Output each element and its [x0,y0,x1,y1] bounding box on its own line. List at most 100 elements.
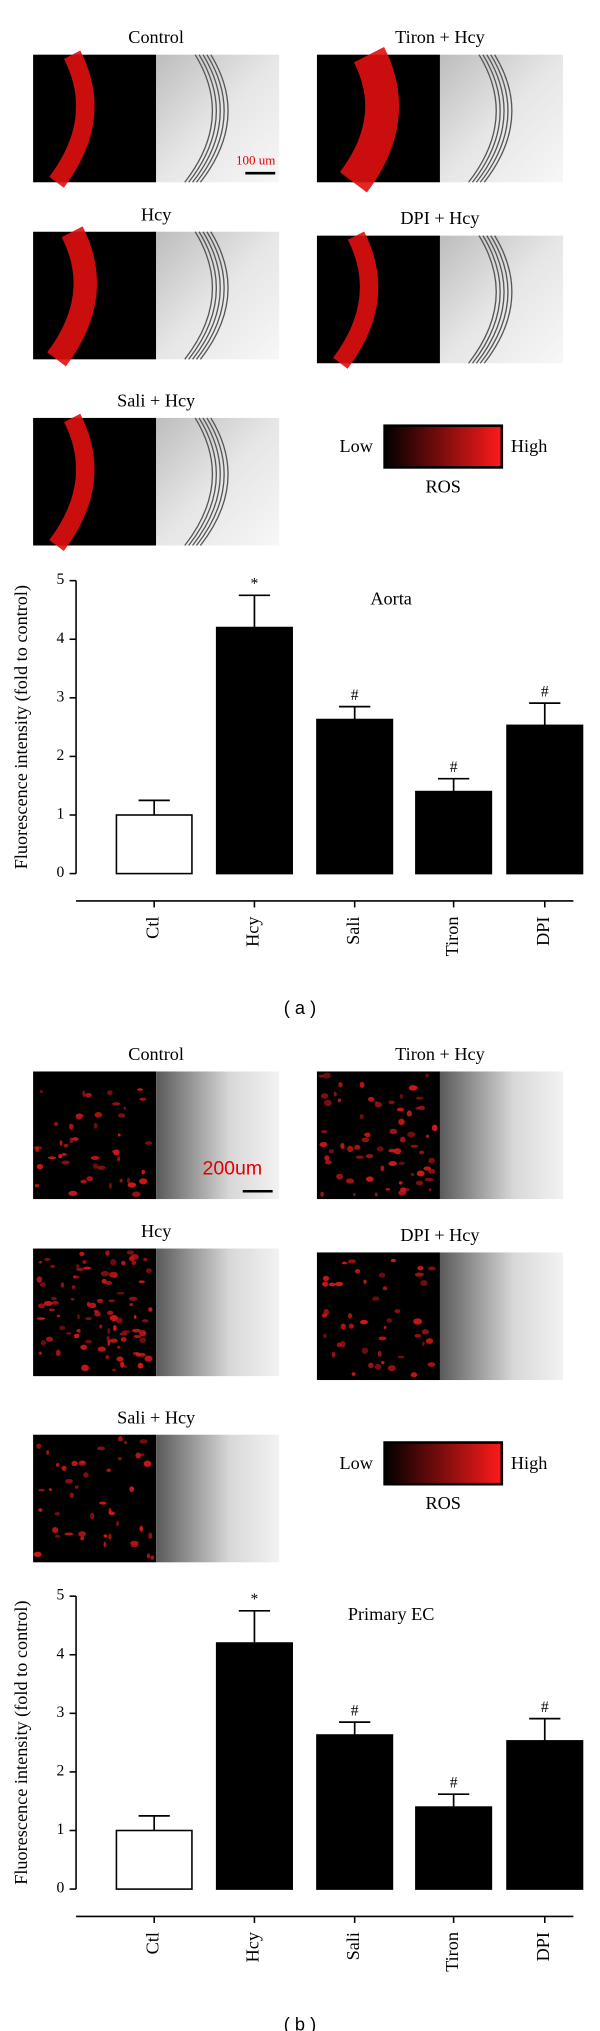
cell-speckle [363,1279,367,1284]
cell-speckle [398,1118,405,1126]
cell-speckle [324,1160,332,1165]
cell-speckle [78,1460,87,1466]
vessel-outline [192,231,221,360]
x-tick-label: DPI [533,917,553,946]
cell-speckle [97,1446,106,1451]
cell-speckle [324,1155,330,1161]
cell-speckle [381,1360,385,1365]
cell-speckle [117,1456,122,1461]
cell-speckle [359,1081,365,1088]
cell-speckle [417,1266,424,1271]
fluorescence-image [33,1071,157,1200]
cell-speckle [146,1553,151,1559]
y-tick-label: 2 [57,747,65,764]
image-label: Tiron + Hcy [395,1044,485,1064]
cell-speckle [72,1285,76,1290]
bar [415,1806,493,1890]
cell-speckle [318,1074,324,1078]
vessel-wall [332,231,379,369]
vessel-outline [199,417,229,546]
cell-speckle [390,1258,397,1263]
significance-mark: # [541,683,549,700]
color-bar-high: High [511,1453,547,1473]
micrograph [316,46,563,193]
cell-speckle [145,1268,152,1274]
cell-speckle [109,1338,118,1343]
vessel-outline [188,54,217,183]
significance-mark: * [251,575,259,592]
scale-bar-label: 100 um [236,152,275,167]
cell-speckle [396,1107,405,1112]
cell-speckle [400,1136,406,1143]
cell-speckle [52,1526,59,1534]
image-label: Sali + Hcy [117,1407,196,1427]
cell-speckle [54,1511,61,1516]
vessel-outline [195,231,225,360]
cell-speckle [354,1268,361,1274]
cell-speckle [323,1099,332,1107]
cell-speckle [416,1096,424,1100]
y-tick-label: 1 [57,1821,65,1838]
cell-speckle [131,1328,141,1333]
cell-speckle [141,1319,149,1323]
significance-mark: # [351,687,359,704]
cell-speckle [64,1532,74,1536]
micrograph [33,50,280,188]
cell-speckle [409,1085,418,1091]
cell-speckle [341,1261,348,1265]
cell-speckle [39,1090,43,1094]
cell-speckle [99,1324,103,1329]
cell-speckle [139,1330,147,1337]
color-bar [383,1441,504,1486]
cell-speckle [75,1113,83,1120]
cell-speckle [361,1347,369,1354]
cell-speckle [365,1176,374,1182]
cell-speckle [139,1439,148,1444]
brightfield-image [439,54,563,183]
cell-speckle [355,1155,364,1159]
vessel-outline [192,54,221,183]
cell-speckle [113,1275,117,1278]
cell-speckle [414,1272,424,1277]
cell-speckle [410,1144,419,1148]
cell-speckle [116,1291,125,1295]
cell-speckle [421,1329,429,1335]
cell-speckle [121,1260,126,1266]
bar [506,1740,584,1890]
cell-speckle [123,1106,127,1111]
cell-speckle [60,1282,65,1288]
cell-speckle [74,1485,79,1489]
cell-speckle [378,1336,387,1341]
color-bar-low: Low [340,1453,374,1473]
cell-speckle [428,1157,435,1164]
cell-speckle [143,1257,148,1262]
cell-speckle [90,1155,100,1160]
x-tick-label: Ctl [142,917,162,939]
cell-speckle [109,1182,112,1189]
cell-speckle [36,1443,42,1449]
micrograph [33,1434,280,1563]
bar [316,718,394,875]
cell-speckle [130,1253,139,1260]
cell-speckle [141,1169,145,1175]
cell-speckle [143,1460,152,1467]
brightfield-image [439,1252,563,1381]
significance-mark: # [351,1702,359,1719]
cell-speckle [145,1141,153,1145]
cell-speckle [118,1113,126,1118]
cell-speckle [123,1440,128,1445]
cell-speckle [399,1093,404,1099]
cell-speckle [63,1143,69,1148]
significance-mark: * [251,1591,259,1608]
cell-speckle [82,1259,87,1264]
cell-speckle [319,1142,328,1148]
cell-speckle [135,1452,142,1459]
fluorescence-image [33,417,157,546]
brightfield-image [156,1248,280,1377]
cell-speckle [33,1146,43,1150]
cell-speckle [148,1307,153,1312]
cell-speckle [323,1308,330,1316]
panel-caption: ( b ) [284,2015,316,2031]
cell-speckle [76,1329,81,1333]
